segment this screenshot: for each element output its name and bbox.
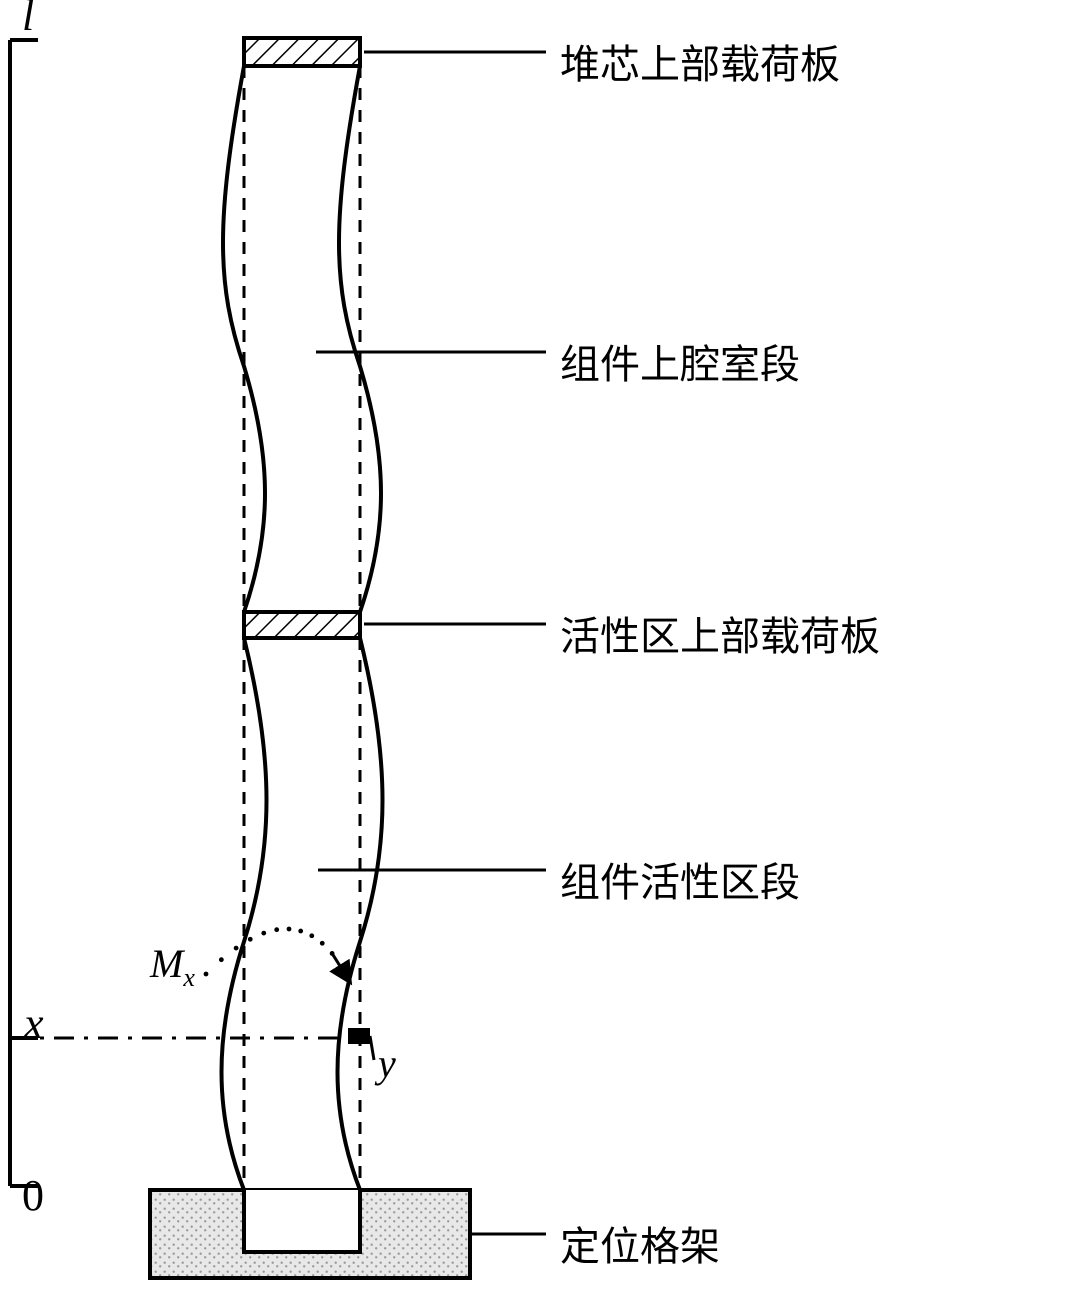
y-marker-leader [370, 1036, 374, 1060]
callout-text-upper_plenum: 组件上腔室段 [560, 332, 800, 390]
core-upper-load-plate [244, 38, 360, 66]
diagram-svg [0, 0, 1076, 1304]
moment-curve-dot [248, 937, 253, 942]
callout-text-active_section: 组件活性区段 [560, 850, 800, 908]
callout-text-core_upper_plate: 堆芯上部载荷板 [560, 32, 840, 90]
y-marker-block [348, 1028, 370, 1044]
moment-curve-dot [298, 929, 303, 934]
callout-text-active_upper_plate: 活性区上部载荷板 [560, 604, 880, 662]
axis-top-label: l [22, 0, 34, 41]
callout-text-spacer_grid: 定位格架 [560, 1214, 720, 1272]
y-label: y [378, 1040, 396, 1087]
axis-mid-label: x [24, 998, 44, 1049]
active-upper-load-plate [244, 612, 360, 638]
diagram-canvas: l 0 x Mx y 堆芯上部载荷板组件上腔室段活性区上部载荷板组件活性区段定位格架 [0, 0, 1076, 1304]
moment-curve-dot [261, 931, 266, 936]
axis-bottom-label: 0 [22, 1170, 44, 1221]
moment-curve-dot [274, 927, 279, 932]
moment-curve-dot [219, 957, 224, 962]
moment-curve-dot [309, 933, 314, 938]
moment-label: Mx [150, 940, 195, 993]
moment-arrowhead [332, 953, 350, 982]
moment-curve-dot [287, 927, 292, 932]
moment-curve-dot [320, 941, 325, 946]
moment-curve-dot [234, 946, 239, 951]
moment-curve-dot [204, 972, 209, 977]
